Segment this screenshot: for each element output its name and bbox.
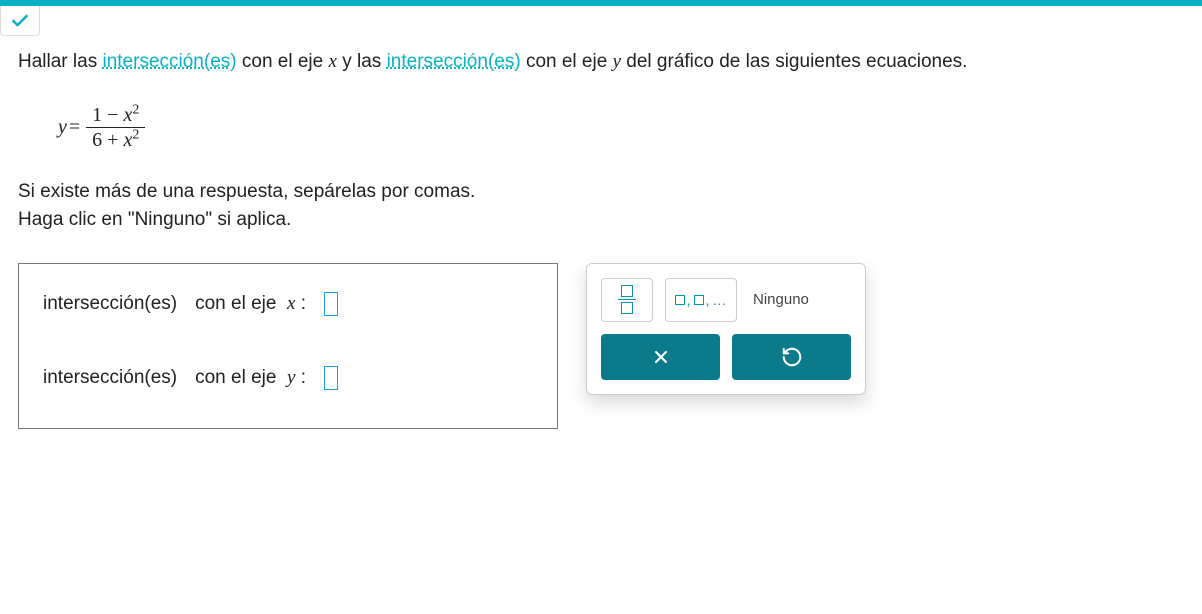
question-content: Hallar las intersección(es) con el eje x… bbox=[0, 36, 1202, 459]
axis-y: con el eje y : bbox=[195, 367, 306, 389]
top-accent-bar bbox=[0, 0, 1202, 6]
list-button[interactable]: ,,… bbox=[665, 278, 737, 322]
numerator: 1 − x2 bbox=[86, 103, 145, 127]
keypad-panel: ,,… Ninguno bbox=[586, 263, 866, 395]
list-sep2: , bbox=[706, 292, 711, 308]
instruction-line2: Haga clic en "Ninguno" si aplica. bbox=[18, 206, 1184, 235]
clear-button[interactable] bbox=[601, 334, 720, 380]
status-check-tab bbox=[0, 6, 40, 36]
axis-x: con el eje x : bbox=[195, 293, 306, 315]
eq-equals: = bbox=[69, 116, 80, 139]
fraction-button[interactable] bbox=[601, 278, 653, 322]
colon-x: : bbox=[301, 293, 306, 314]
axis-prefix-x: con el eje bbox=[195, 293, 276, 314]
prompt-part5: del gráfico de las siguientes ecuaciones… bbox=[621, 51, 967, 72]
x-icon bbox=[651, 347, 671, 367]
prompt-text: Hallar las intersección(es) con el eje x… bbox=[18, 48, 1184, 77]
prompt-part1: Hallar las bbox=[18, 51, 102, 72]
den-b: x bbox=[123, 129, 132, 151]
den-a: 6 bbox=[92, 129, 102, 151]
none-button[interactable]: Ninguno bbox=[749, 291, 813, 308]
list-ellipsis: … bbox=[712, 292, 727, 308]
axis-var-y: y bbox=[287, 367, 295, 388]
keypad-row-2 bbox=[601, 334, 851, 380]
instruction-line1: Si existe más de una respuesta, sepárela… bbox=[18, 178, 1184, 207]
x-intercept-input[interactable] bbox=[324, 292, 338, 316]
lower-row: intersección(es) con el eje x : intersec… bbox=[18, 263, 1184, 429]
answer-box: intersección(es) con el eje x : intersec… bbox=[18, 263, 558, 429]
keypad-row-1: ,,… Ninguno bbox=[601, 278, 851, 322]
check-icon bbox=[10, 11, 30, 31]
label-y: intersección(es) bbox=[43, 367, 177, 389]
prompt-part4: con el eje bbox=[521, 51, 613, 72]
x-intercept-row: intersección(es) con el eje x : bbox=[43, 292, 533, 316]
den-op: + bbox=[107, 129, 118, 151]
fraction-icon bbox=[618, 285, 636, 315]
undo-icon bbox=[781, 346, 803, 368]
var-y: y bbox=[613, 51, 621, 72]
axis-var-x: x bbox=[287, 293, 295, 314]
denominator: 6 + x2 bbox=[86, 128, 145, 152]
y-intercept-input[interactable] bbox=[324, 366, 338, 390]
num-op: − bbox=[107, 104, 118, 126]
var-x: x bbox=[329, 51, 337, 72]
num-b: x bbox=[123, 104, 132, 126]
equation: y = 1 − x2 6 + x2 bbox=[58, 103, 1184, 152]
y-intercept-row: intersección(es) con el eje y : bbox=[43, 366, 533, 390]
den-exp: 2 bbox=[132, 127, 139, 142]
list-icon: ,,… bbox=[675, 292, 728, 308]
prompt-part3: y las bbox=[337, 51, 387, 72]
fraction: 1 − x2 6 + x2 bbox=[86, 103, 145, 152]
prompt-part2: con el eje bbox=[237, 51, 329, 72]
num-exp: 2 bbox=[132, 102, 139, 117]
reset-button[interactable] bbox=[732, 334, 851, 380]
link-intersection-y[interactable]: intersección(es) bbox=[387, 51, 521, 72]
colon-y: : bbox=[301, 367, 306, 388]
label-x: intersección(es) bbox=[43, 293, 177, 315]
eq-lhs: y bbox=[58, 116, 67, 139]
instructions: Si existe más de una respuesta, sepárela… bbox=[18, 178, 1184, 235]
axis-prefix-y: con el eje bbox=[195, 367, 276, 388]
list-sep1: , bbox=[687, 292, 692, 308]
num-a: 1 bbox=[92, 104, 102, 126]
link-intersection-x[interactable]: intersección(es) bbox=[102, 51, 236, 72]
